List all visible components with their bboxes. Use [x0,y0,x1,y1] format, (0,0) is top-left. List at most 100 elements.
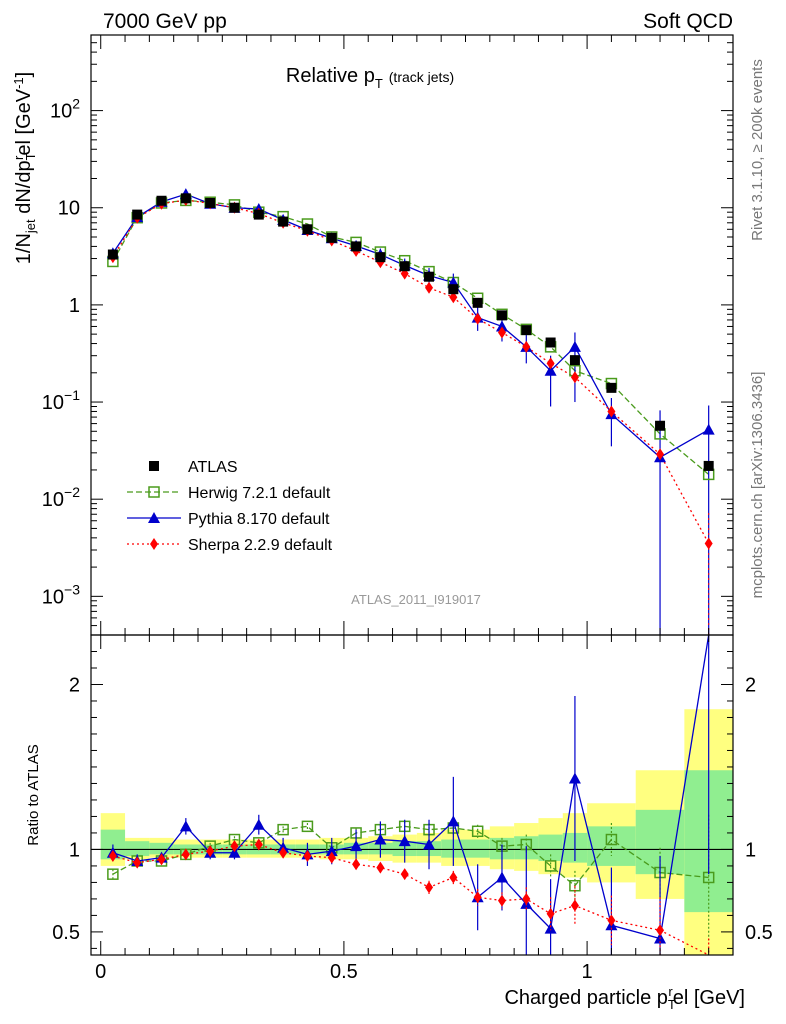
legend: ATLAS Herwig 7.2.1 default Pythia 8.170 de… [127,459,333,554]
pythia-ratio-point-16 [495,871,508,883]
herwig-ratio-point-20 [605,833,618,846]
xtick-label-1: 0.5 [330,961,358,983]
sherpa-main-point-15 [473,312,482,325]
pythia-ratio-point-3 [179,820,192,832]
rivet-version-label: Rivet 3.1.10, ≥ 200k events [749,59,766,241]
plot-title: Relative pT (track jets) [286,65,454,91]
legend-marker-herwig [148,486,160,498]
sherpa-main-point-13 [425,281,434,294]
sherpa-ratio-point-4 [206,845,215,858]
main-ytick-label-5: 10−3 [42,581,80,608]
sherpa-main-point-21 [656,448,665,461]
main-ytick-label-3: 10−1 [42,387,80,414]
atlas-main-point-15 [472,297,483,308]
pythia-ratio-point-14 [447,815,460,827]
atlas-main-point-21 [655,420,666,431]
legend-marker-pythia [148,512,160,523]
sherpa-ratio-point-10 [352,858,361,871]
atlas-main-point-19 [569,355,580,366]
atlas-main-point-11 [375,252,386,263]
herwig-ratio-point-7 [277,823,289,836]
legend-label-2: Pythia 8.170 default [188,511,330,528]
atlas-main-point-14 [448,284,459,295]
ratio-ytick-label-right-1: 1 [745,839,756,861]
atlas-main-point-10 [351,241,362,252]
band-inner-18 [538,834,563,861]
sherpa-ratio-point-1 [133,856,142,869]
ratio-ytick-label-left-0: 2 [69,674,80,696]
sherpa-ratio-point-3 [181,848,190,861]
legend-label-0: ATLAS [188,459,238,476]
pythia-ratio-point-11 [374,833,387,845]
band-inner-2 [149,842,174,855]
pythia-main-point-18 [544,364,557,376]
sherpa-ratio-point-5 [230,840,239,853]
xtick-label-2: 1 [582,961,593,983]
sherpa-ratio-point-9 [327,851,336,864]
ratio-panel: 2 2 1 1 0.5 0.5 [52,634,773,956]
pythia-ratio-point-12 [398,835,411,847]
pythia-main-point-16 [495,320,508,332]
herwig-main-line [112,199,710,475]
x-axis-label: Charged particle pTrel [GeV] [504,984,745,1012]
atlas-main-point-4 [205,197,216,208]
legend-marker-sherpa [150,538,158,550]
header-energy-label: 7000 GeV pp [103,10,227,33]
herwig-ratio-point-15 [471,825,484,838]
pythia-main-point-19 [568,340,581,352]
sherpa-main-point-18 [546,357,555,370]
main-panel: 102 10 1 10−1 10−2 10−3 [42,34,734,636]
analysis-id-label: ATLAS_2011_I919017 [351,592,481,607]
atlas-main-point-0 [107,249,118,260]
herwig-ratio-point-8 [301,820,314,833]
main-ytick-label-4: 10−2 [42,484,80,511]
atlas-main-point-8 [302,224,313,235]
sherpa-main-point-20 [607,405,616,418]
pythia-ratio-point-5 [228,846,241,858]
atlas-main-point-17 [521,325,532,336]
legend-marker-atlas [149,461,159,471]
atlas-main-point-16 [496,310,507,321]
y-axis-label: 1/Njet dN/dpTrel [GeV-1] [11,72,38,264]
atlas-main-point-20 [606,382,617,393]
sherpa-ratio-point-13 [425,881,434,894]
sherpa-main-point-17 [522,340,531,353]
sherpa-ratio-point-8 [303,850,312,863]
main-ytick-label-1: 10 [58,198,80,220]
xtick-label-0: 0 [95,961,106,983]
atlas-main-point-9 [326,232,337,243]
atlas-main-point-18 [545,337,556,348]
sherpa-main-point-19 [570,371,579,384]
sherpa-ratio-point-11 [376,861,385,874]
sherpa-ratio-point-16 [497,894,506,907]
herwig-ratio-point-0 [107,868,119,880]
pythia-ratio-point-6 [252,818,265,830]
atlas-main-point-22 [703,460,714,471]
sherpa-ratio-point-15 [473,891,482,904]
main-ytick-label-2: 1 [69,295,80,317]
sherpa-main-point-16 [497,326,506,339]
sherpa-ratio-point-18 [546,907,555,920]
atlas-main-point-6 [253,209,264,220]
herwig-ratio-point-18 [544,860,557,872]
atlas-main-point-3 [180,193,191,204]
pythia-ratio-point-10 [350,840,363,852]
atlas-main-point-1 [132,209,143,220]
sherpa-ratio-point-14 [449,871,458,884]
sherpa-ratio-point-17 [522,892,531,905]
sherpa-ratio-point-6 [254,838,263,851]
mcplots-reference-label: mcplots.cern.ch [arXiv:1306.3436] [749,372,766,599]
atlas-main-point-12 [399,261,410,272]
ratio-ytick-label-left-1: 1 [69,839,80,861]
pythia-ratio-point-9 [325,845,338,857]
sherpa-ratio-point-12 [400,868,409,881]
pythia-ratio-point-13 [423,838,436,850]
sherpa-ratio-point-19 [570,899,579,912]
atlas-main-point-2 [156,195,167,206]
band-inner-1 [125,841,150,857]
pythia-ratio-line [112,634,710,940]
atlas-main-point-7 [278,216,289,227]
atlas-main-point-5 [229,202,240,213]
ratio-y-axis-label: Ratio to ATLAS [25,744,42,845]
